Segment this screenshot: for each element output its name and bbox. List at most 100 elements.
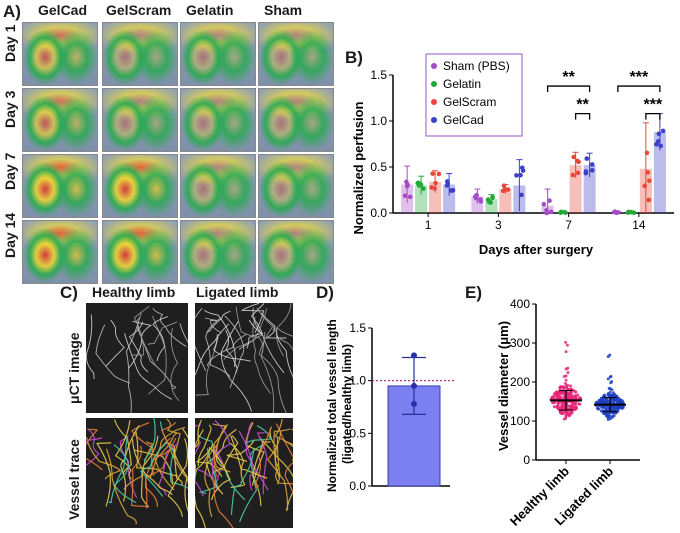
chart-e-point (564, 378, 568, 382)
vessel-path (125, 316, 141, 424)
chart-b-xtick-label: 1 (425, 218, 432, 232)
chart-b-point (402, 193, 408, 199)
perfusion-thumb (102, 22, 178, 86)
chart-b-bar (415, 185, 428, 213)
chart-b-legend-marker (431, 117, 437, 123)
chart-b-point (490, 195, 495, 201)
vessel-path (220, 320, 252, 412)
vessel-path (140, 441, 168, 497)
vessel-path (239, 444, 264, 523)
chart-b-legend-label: GelScram (443, 95, 496, 109)
perfusion-thumb (180, 22, 256, 86)
chart-b-point (656, 138, 661, 144)
perfusion-thumb (22, 88, 98, 152)
chart-e-point (569, 384, 573, 388)
row-label-trace: Vessel trace (66, 439, 82, 520)
row-label-day1: Day 1 (2, 24, 18, 62)
chart-d-ytick-label: 1.0 (349, 374, 366, 388)
chart-d-ylabel-line2: (ligated/healthy limb) (340, 344, 354, 464)
chart-e-point (604, 407, 608, 411)
chart-e-point (606, 355, 610, 359)
chart-e-point (563, 381, 567, 385)
vessel-path (206, 310, 231, 333)
vessel-path (96, 442, 112, 507)
chart-d-ytick-label: 0.5 (349, 426, 366, 440)
perfusion-thumb (180, 88, 256, 152)
perfusion-thumb (258, 154, 334, 218)
chart-d-ylabel-line1: Normalized total vessel length (325, 319, 339, 492)
vessel-path (119, 435, 138, 498)
chart-e-point (559, 396, 563, 400)
vessel-path (113, 444, 137, 504)
chart-e-point (572, 406, 576, 410)
perfusion-thumb (102, 220, 178, 284)
chart-b-xlabel: Days after surgery (479, 242, 594, 257)
chart-e-ytick-label: 200 (510, 375, 530, 389)
chart-e-point (621, 405, 625, 409)
chart-e-point (552, 405, 556, 409)
chart-e-point (618, 405, 622, 409)
chart-d-ytick-label: 0.0 (349, 479, 366, 493)
vessel-path (123, 441, 154, 490)
chart-b-legend-marker (431, 81, 437, 87)
vessel-path (154, 432, 178, 491)
chart-e-point (565, 343, 569, 347)
chart-b-point (571, 154, 577, 160)
chart-e-point (574, 390, 578, 394)
vessel-path (275, 437, 301, 485)
perfusion-thumb (102, 88, 178, 152)
chart-b-point (644, 150, 650, 156)
chart-b-bar (499, 189, 512, 213)
row-label-day14: Day 14 (2, 212, 18, 258)
chart-e-ylabel: Vessel diameter (μm) (496, 321, 511, 451)
chart-b-sig-label: *** (644, 97, 663, 114)
chart-e-point (560, 385, 564, 389)
vessel-path (120, 425, 140, 502)
vessel-path (95, 324, 131, 384)
vessel-path (149, 426, 186, 479)
chart-b-xtick-label: 7 (565, 218, 572, 232)
perfusion-thumb (22, 22, 98, 86)
vessel-path (144, 437, 177, 509)
chart-b-point (576, 159, 581, 165)
vessel-path (113, 419, 132, 475)
vessel-path (235, 306, 264, 355)
chart-b-point (612, 209, 618, 214)
chart-b-point (575, 170, 581, 176)
vessel-path (240, 302, 265, 333)
chart-b-sig-label: *** (630, 69, 649, 86)
chart-e-point (614, 411, 618, 415)
chart-b-point (583, 170, 589, 176)
chart-b-point (631, 210, 637, 216)
chart-b-point (660, 128, 666, 134)
vessel-path (230, 435, 268, 479)
chart-b-legend-box (425, 53, 523, 137)
row-label-day7: Day 7 (2, 152, 18, 190)
vessel-path (173, 423, 196, 457)
chart-b-point (488, 200, 493, 205)
chart-b-point (404, 183, 410, 189)
chart-b-point (418, 182, 424, 187)
chart-b-point (474, 192, 479, 198)
vessel-path (251, 441, 271, 507)
chart-e-point (606, 377, 610, 381)
chart-e-point (606, 414, 610, 418)
chart-e-ytick-label: 300 (510, 336, 530, 350)
perfusion-thumb (180, 154, 256, 218)
chart-e-point (569, 408, 573, 412)
chart-b-xtick-label: 3 (495, 218, 502, 232)
chart-e-point (564, 367, 568, 371)
vessel-path (124, 333, 172, 400)
chart-e-point (600, 400, 604, 404)
chart-e-point (565, 403, 569, 407)
row-label-day3: Day 3 (2, 90, 18, 128)
perfusion-thumb (22, 154, 98, 218)
vessel-path (105, 448, 137, 525)
vessel-path (213, 334, 251, 362)
chart-b-ytick-label: 1.5 (370, 68, 387, 82)
panel-letter-d: D) (316, 283, 334, 302)
chart-b-sig-label: ** (562, 69, 575, 86)
chart-e-point (613, 392, 617, 396)
vessel-trace-healthy (71, 417, 207, 533)
